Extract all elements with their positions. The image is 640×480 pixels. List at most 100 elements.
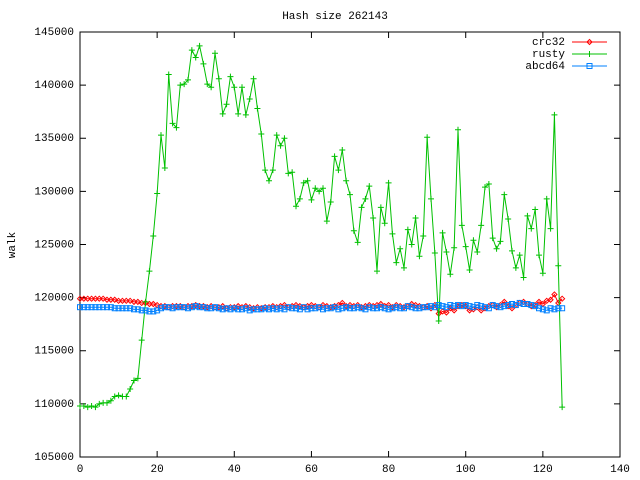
point bbox=[131, 377, 137, 384]
point bbox=[520, 301, 527, 307]
point bbox=[478, 222, 485, 229]
point bbox=[489, 302, 496, 309]
point bbox=[451, 303, 458, 310]
point bbox=[161, 165, 168, 171]
point bbox=[512, 264, 519, 271]
point bbox=[509, 247, 515, 254]
point bbox=[339, 146, 346, 153]
point bbox=[501, 191, 508, 198]
point bbox=[181, 304, 188, 311]
point bbox=[350, 305, 357, 312]
point bbox=[304, 306, 311, 313]
point bbox=[196, 304, 203, 311]
point bbox=[99, 295, 107, 302]
point bbox=[393, 259, 400, 266]
point bbox=[258, 131, 265, 137]
point bbox=[266, 306, 272, 313]
point bbox=[435, 302, 442, 309]
point bbox=[173, 304, 180, 311]
point bbox=[404, 226, 411, 233]
point bbox=[165, 71, 172, 78]
point bbox=[246, 95, 253, 102]
point bbox=[239, 306, 245, 313]
point bbox=[231, 305, 238, 312]
point bbox=[366, 304, 373, 311]
point bbox=[501, 303, 508, 310]
point bbox=[96, 304, 103, 311]
point bbox=[123, 305, 130, 312]
point bbox=[474, 248, 481, 255]
point bbox=[350, 227, 357, 234]
point bbox=[493, 303, 500, 310]
point bbox=[358, 305, 365, 312]
point bbox=[312, 305, 319, 312]
point bbox=[212, 50, 218, 57]
point bbox=[551, 291, 558, 298]
point bbox=[304, 177, 311, 184]
y-tick-label: 115000 bbox=[34, 346, 74, 358]
point bbox=[524, 301, 531, 307]
point bbox=[258, 306, 265, 313]
point bbox=[458, 303, 465, 310]
point bbox=[84, 304, 91, 311]
legend-marker bbox=[586, 51, 593, 57]
point bbox=[431, 250, 438, 256]
point bbox=[516, 299, 523, 306]
point bbox=[470, 237, 477, 244]
point bbox=[335, 306, 342, 313]
point bbox=[227, 306, 234, 313]
point bbox=[412, 214, 419, 221]
point bbox=[308, 305, 315, 312]
point bbox=[92, 304, 99, 311]
point bbox=[385, 179, 392, 186]
point bbox=[323, 305, 330, 312]
point bbox=[107, 397, 114, 404]
point bbox=[555, 262, 562, 269]
point bbox=[107, 304, 114, 311]
point bbox=[115, 305, 122, 312]
point bbox=[320, 306, 326, 313]
point bbox=[335, 167, 342, 174]
point bbox=[374, 305, 380, 312]
point bbox=[354, 239, 361, 246]
point bbox=[266, 177, 272, 184]
legend-label: crc32 bbox=[532, 37, 565, 49]
point bbox=[366, 183, 373, 190]
point bbox=[200, 304, 207, 311]
point bbox=[416, 305, 423, 312]
point bbox=[177, 82, 184, 89]
y-tick-label: 110000 bbox=[34, 399, 74, 411]
point bbox=[150, 233, 157, 239]
point bbox=[370, 305, 377, 312]
point bbox=[154, 190, 161, 197]
point bbox=[505, 302, 512, 309]
point bbox=[555, 305, 562, 312]
point bbox=[169, 120, 176, 127]
point bbox=[242, 111, 249, 118]
y-tick-label: 105000 bbox=[34, 452, 74, 464]
point bbox=[347, 191, 353, 198]
point bbox=[528, 225, 535, 232]
point bbox=[485, 305, 492, 312]
point bbox=[296, 195, 303, 202]
point bbox=[308, 301, 315, 309]
point bbox=[377, 204, 384, 211]
point bbox=[455, 126, 461, 133]
point bbox=[412, 305, 419, 312]
point bbox=[482, 304, 488, 311]
point bbox=[127, 386, 134, 392]
point bbox=[543, 195, 550, 202]
point bbox=[88, 403, 95, 409]
point bbox=[185, 76, 191, 83]
point bbox=[435, 318, 442, 324]
point bbox=[196, 42, 203, 49]
legend-label: rusty bbox=[532, 49, 565, 61]
point bbox=[443, 309, 450, 316]
point bbox=[127, 305, 134, 312]
point bbox=[289, 169, 296, 176]
point bbox=[485, 180, 492, 187]
point bbox=[539, 306, 546, 313]
point bbox=[408, 304, 415, 311]
point bbox=[134, 375, 141, 382]
